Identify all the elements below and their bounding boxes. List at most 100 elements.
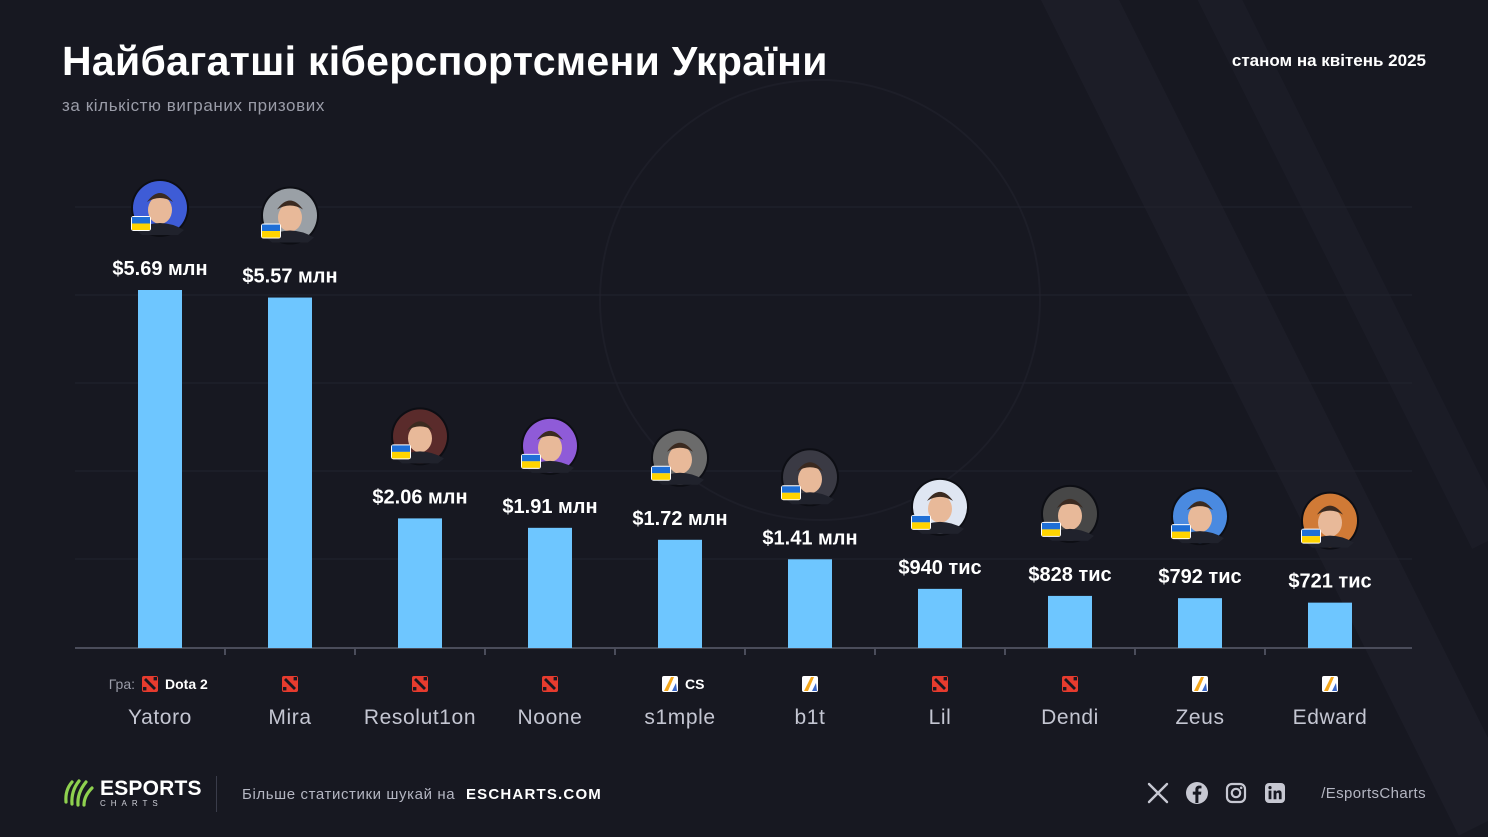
- ukraine-flag-icon: [131, 216, 151, 231]
- cs-icon-accent: [672, 683, 677, 691]
- dota2-icon: [542, 676, 558, 692]
- player-name: Mira: [268, 706, 311, 729]
- data-label: $1.72 млн: [632, 508, 727, 530]
- ukraine-flag-icon: [1301, 528, 1321, 544]
- data-label: $828 тис: [1028, 564, 1111, 586]
- avatar-face: [1058, 501, 1082, 530]
- date-label: станом на квітень 2025: [1231, 51, 1426, 70]
- avatar-face: [278, 203, 302, 232]
- x-icon[interactable]: [1145, 780, 1170, 805]
- escharts-link[interactable]: ESCHARTS.COM: [465, 786, 603, 803]
- dota2-icon-slash: [934, 678, 946, 690]
- dota2-icon-corner: [423, 677, 427, 681]
- esports-charts-logo[interactable]: ESPORTS CHARTS: [62, 776, 202, 810]
- avatar-hair: [1317, 505, 1343, 515]
- dota2-icon-slash: [414, 678, 426, 690]
- player-name: Resolut1on: [364, 706, 476, 729]
- avatar-face: [538, 433, 562, 462]
- player-name: Zeus: [1175, 706, 1224, 729]
- page-title: Найбагатші кіберспортсмени України: [62, 38, 828, 84]
- flag-yellow-stripe: [132, 223, 150, 230]
- dota2-icon-slash: [544, 678, 556, 690]
- avatar-hair: [667, 442, 693, 452]
- cs-icon-shape: [804, 677, 814, 691]
- player-name: Edward: [1293, 706, 1368, 729]
- player-name: Yatoro: [128, 706, 192, 729]
- bar-group: $792 тис Zeus: [1158, 487, 1242, 729]
- ukraine-flag-icon: [1171, 524, 1191, 540]
- data-label: $1.91 млн: [502, 496, 597, 518]
- dota2-icon-corner: [943, 677, 947, 681]
- flag-yellow-stripe: [1042, 529, 1060, 536]
- dota2-icon-corner: [283, 687, 287, 691]
- dota2-icon-corner: [543, 687, 547, 691]
- data-label: $2.06 млн: [372, 486, 467, 508]
- logo-text: ESPORTS: [100, 777, 202, 800]
- avatar-face: [798, 465, 822, 494]
- bar-group: $828 тис Dendi: [1028, 484, 1112, 729]
- player-avatar: [261, 186, 319, 245]
- dota2-icon-corner: [413, 687, 417, 691]
- avatar-hair: [1187, 501, 1213, 511]
- logo-subtext: CHARTS: [100, 799, 163, 808]
- avatar-hair: [407, 421, 433, 431]
- data-label: $792 тис: [1158, 566, 1241, 588]
- data-label: $940 тис: [898, 557, 981, 579]
- game-name: CS: [685, 676, 704, 692]
- logo-mark-icon: [64, 779, 94, 807]
- bar: [138, 290, 182, 648]
- flag-yellow-stripe: [392, 451, 410, 459]
- player-name: Dendi: [1041, 706, 1099, 729]
- player-name: Lil: [929, 706, 952, 729]
- bar-chart: $5.69 млн Dota 2 Гра: Yatoro $5.57 млн Mira $2…: [75, 179, 1412, 729]
- cs-icon: [802, 676, 818, 692]
- ukraine-flag-icon: [651, 465, 671, 481]
- footer-divider: [216, 776, 217, 812]
- cs-icon-shape: [1194, 677, 1204, 691]
- bar-group: $2.06 млн Resolut1on: [364, 407, 476, 729]
- avatar-face: [408, 424, 432, 453]
- dota2-icon-slash: [144, 678, 156, 690]
- avatar-hair: [1057, 498, 1083, 508]
- dota2-icon-corner: [553, 677, 557, 681]
- avatar-hair: [277, 200, 303, 210]
- flag-yellow-stripe: [912, 522, 930, 529]
- footer-promo: Більше статистики шукай на ESCHARTS.COM: [242, 786, 602, 803]
- facebook-icon[interactable]: [1184, 780, 1209, 805]
- avatar-face: [928, 494, 952, 523]
- cs-icon: [1322, 676, 1338, 692]
- cs-icon-shape: [1324, 677, 1334, 691]
- flag-blue-stripe: [1172, 525, 1190, 532]
- data-label: $721 тис: [1288, 571, 1371, 593]
- dota2-icon: [412, 676, 428, 692]
- dota2-icon-corner: [293, 677, 297, 681]
- instagram-icon[interactable]: [1223, 780, 1248, 805]
- social-handle[interactable]: /EsportsCharts: [1321, 785, 1426, 802]
- linkedin-icon[interactable]: [1262, 780, 1287, 805]
- flag-yellow-stripe: [522, 461, 540, 468]
- cs-icon-accent: [1332, 683, 1337, 691]
- flag-yellow-stripe: [652, 473, 670, 480]
- player-name: s1mple: [644, 706, 715, 729]
- flag-blue-stripe: [1042, 522, 1060, 530]
- flag-yellow-stripe: [782, 492, 800, 500]
- ukraine-flag-icon: [911, 514, 931, 530]
- avatar-hair: [537, 430, 563, 440]
- flag-blue-stripe: [912, 515, 930, 523]
- footer-promo-text: Більше статистики шукай на: [242, 786, 456, 803]
- bar-group: $721 тис Edward: [1288, 491, 1372, 729]
- flag-blue-stripe: [132, 217, 150, 224]
- dota2-icon-corner: [153, 677, 157, 681]
- flag-blue-stripe: [392, 445, 410, 452]
- avatar-face: [1318, 508, 1342, 537]
- ukraine-flag-icon: [391, 444, 411, 460]
- bar-group: $1.91 млн Noone: [502, 416, 598, 729]
- dota2-icon-corner: [933, 687, 937, 691]
- ukraine-flag-icon: [521, 453, 541, 469]
- flag-yellow-stripe: [262, 231, 280, 238]
- cs-icon-shape: [664, 677, 674, 691]
- bar: [398, 518, 442, 648]
- dota2-icon: [282, 676, 298, 692]
- dota2-icon-slash: [284, 678, 296, 690]
- bar: [658, 539, 702, 648]
